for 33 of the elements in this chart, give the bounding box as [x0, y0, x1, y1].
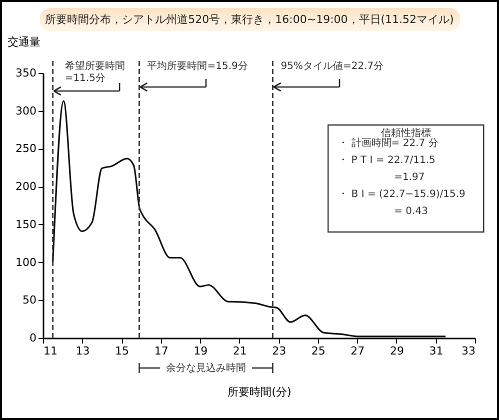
x-tick-label: 19 — [194, 344, 208, 358]
y-axis-title: 交通量 — [8, 36, 40, 48]
x-axis-title: 所要時間(分) — [228, 386, 292, 398]
x-tick-label: 13 — [76, 344, 90, 358]
x-tick-label: 31 — [429, 344, 444, 358]
y-tick-label: 200 — [16, 180, 36, 194]
y-tick-label: 350 — [16, 66, 36, 80]
x-tick-label: 27 — [350, 344, 365, 358]
annotation: ・ P T I = 22.7/11.5 — [338, 155, 436, 166]
y-tick-label: 0 — [30, 332, 36, 344]
annotation: ・ 計画時間= 22.7 分 — [338, 137, 438, 149]
y-tick-label: 300 — [16, 104, 36, 118]
y-tick-label: 250 — [16, 142, 36, 156]
text: 余分な見込み時間 — [166, 362, 246, 374]
x-tick-label: 29 — [390, 344, 404, 358]
x-tick-label: 17 — [154, 344, 168, 358]
annotation: = 0.43 — [394, 206, 428, 217]
annotation: 信頼性指標 — [380, 127, 431, 139]
y-tick-label: 100 — [16, 256, 36, 269]
ref-line-label: 希望所要時間=11.5分 — [64, 60, 125, 84]
x-tick-label: 15 — [115, 344, 130, 358]
x-tick-label: 33 — [462, 344, 476, 358]
x-tick-label: 23 — [272, 344, 286, 358]
x-tick-label: 11 — [44, 344, 58, 358]
y-tick-label: 50 — [22, 294, 36, 307]
annotation: =1.97 — [394, 172, 425, 183]
ref-line-label: 平均所要時間=15.9分 — [147, 60, 248, 72]
ref-line-label: 95%タイル値=22.7分 — [280, 60, 384, 72]
chart-title: 所要時間分布，シアトル州道520号，東行き，16:00~19:00，平日(11.52マイル) — [40, 8, 460, 31]
x-tick-label: 21 — [232, 344, 247, 358]
y-tick-label: 150 — [16, 218, 36, 231]
x-tick-label: 25 — [311, 344, 326, 358]
annotation: ・ B I = (22.7−15.9)/15.9 — [338, 189, 466, 200]
